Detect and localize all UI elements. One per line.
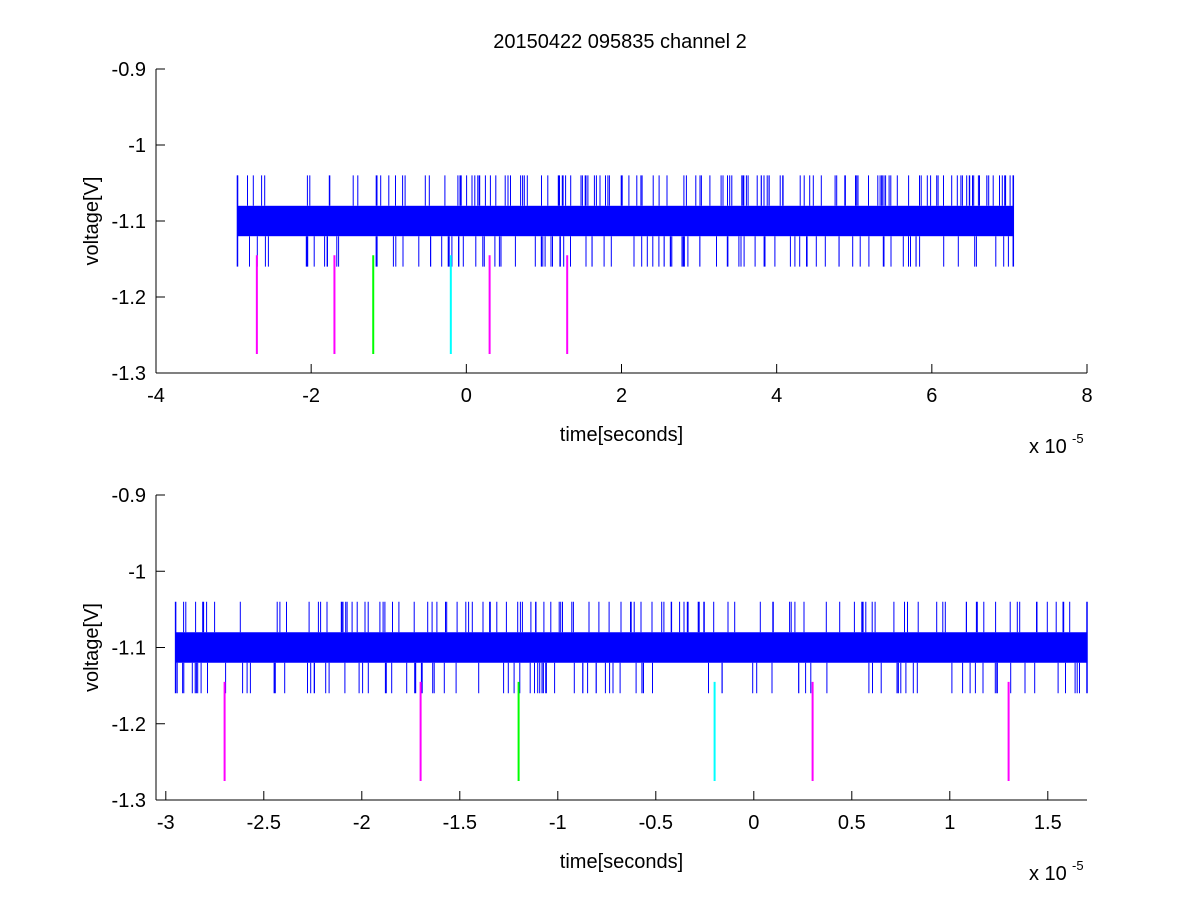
x-exponent-superscript: -5 bbox=[1072, 858, 1084, 873]
y-axis-label: voltage[V] bbox=[81, 603, 103, 692]
y-tick-label: -0.9 bbox=[112, 59, 146, 81]
y-tick-label: -1.3 bbox=[112, 790, 146, 812]
x-tick-label: -2 bbox=[353, 812, 371, 834]
x-tick-label: 0.5 bbox=[838, 812, 866, 834]
y-tick-label: -0.9 bbox=[112, 485, 146, 507]
y-axis-label: voltage[V] bbox=[81, 177, 103, 266]
x-exponent-label: x 10 bbox=[1029, 863, 1067, 885]
x-tick-label: 6 bbox=[926, 385, 937, 407]
x-tick-label: 0 bbox=[461, 385, 472, 407]
x-tick-label: -4 bbox=[147, 385, 165, 407]
y-tick-label: -1 bbox=[128, 561, 146, 583]
signal-band bbox=[175, 632, 1088, 663]
x-tick-label: -2 bbox=[302, 385, 320, 407]
y-tick-label: -1 bbox=[128, 135, 146, 157]
x-tick-label: -0.5 bbox=[639, 812, 673, 834]
signal-band bbox=[237, 205, 1014, 237]
y-tick-label: -1.2 bbox=[112, 714, 146, 736]
x-tick-label: 1 bbox=[944, 812, 955, 834]
x-tick-label: 0 bbox=[748, 812, 759, 834]
figure-title: 20150422 095835 channel 2 bbox=[493, 31, 747, 53]
x-axis-label: time[seconds] bbox=[560, 424, 683, 446]
x-tick-label: -2.5 bbox=[247, 812, 281, 834]
signal-spikes bbox=[237, 175, 1014, 267]
x-tick-label: -3 bbox=[157, 812, 175, 834]
x-tick-label: -1.5 bbox=[443, 812, 477, 834]
x-tick-label: 4 bbox=[771, 385, 782, 407]
top-subplot: -4 -2 0 2 4 6 8 -0.9 -1 -1.1 -1.2 -1.3 time[seconds]… bbox=[81, 59, 1093, 458]
bottom-subplot: -3 -2.5 -2 -1.5 -1 -0.5 0 0.5 1 1.5 -0.9 -1 -1.1 -1.2… bbox=[81, 485, 1088, 885]
y-tick-label: -1.1 bbox=[112, 638, 146, 660]
x-tick-label: -1 bbox=[549, 812, 567, 834]
y-tick-label: -1.3 bbox=[112, 363, 146, 385]
x-tick-label: 2 bbox=[616, 385, 627, 407]
x-tick-label: 8 bbox=[1081, 385, 1092, 407]
x-exponent-superscript: -5 bbox=[1072, 431, 1084, 446]
x-exponent-label: x 10 bbox=[1029, 436, 1067, 458]
x-axis-label: time[seconds] bbox=[560, 851, 683, 873]
x-tick-label: 1.5 bbox=[1034, 812, 1062, 834]
signal-spikes bbox=[176, 601, 1080, 694]
y-tick-label: -1.2 bbox=[112, 287, 146, 309]
y-tick-label: -1.1 bbox=[112, 211, 146, 233]
